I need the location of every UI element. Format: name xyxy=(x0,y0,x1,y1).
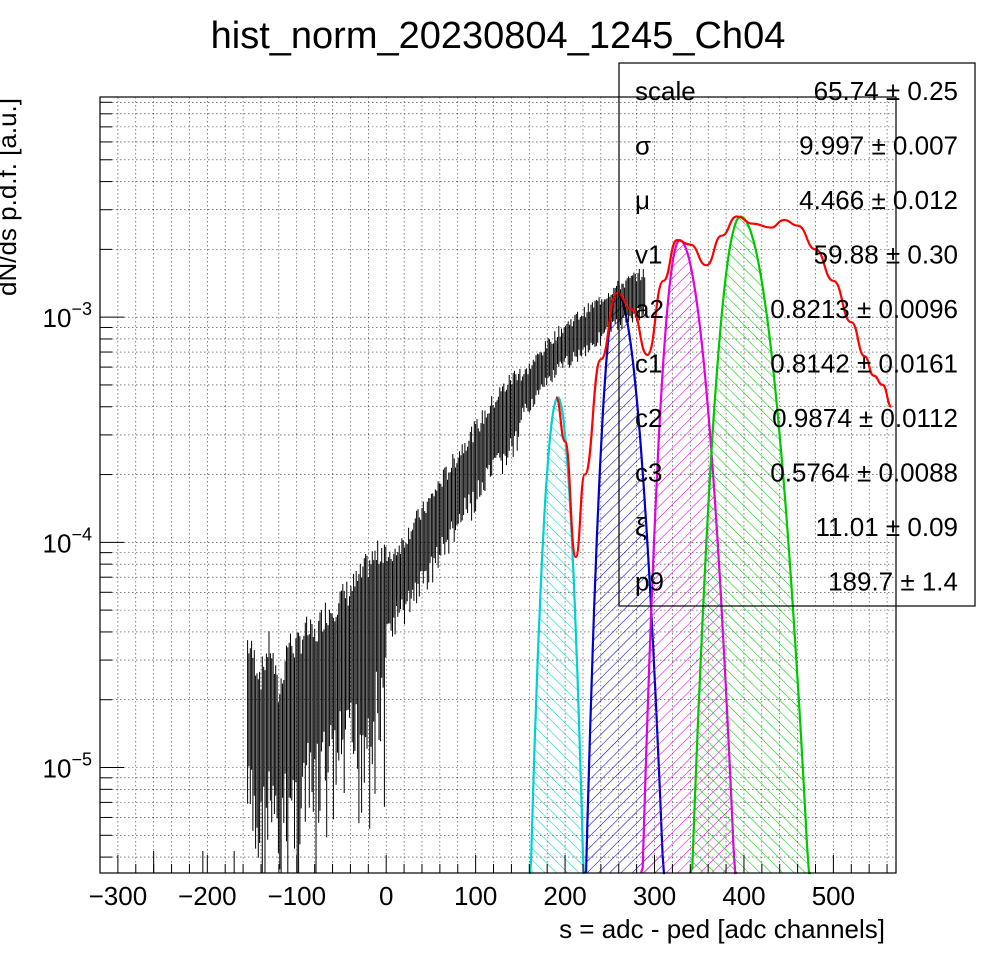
stat-value: 11.01 ± 0.09 xyxy=(816,512,958,542)
total-fit-curve xyxy=(555,215,893,559)
y-tick-label: 10−3 xyxy=(43,299,92,333)
stat-value: 189.7 ± 1.4 xyxy=(828,567,958,597)
stat-value: 9.997 ± 0.007 xyxy=(799,131,958,161)
y-tick-mantissa: 10 xyxy=(43,754,72,784)
component-fill-c4 xyxy=(690,216,811,873)
x-tick-label: 0 xyxy=(379,881,393,911)
stat-name: ξ xyxy=(635,512,647,542)
x-tick-label: −200 xyxy=(178,881,237,911)
y-tick-exponent: −5 xyxy=(71,750,92,770)
x-tick-label: −300 xyxy=(89,881,148,911)
stat-value: 0.9874 ± 0.0112 xyxy=(772,403,958,433)
stat-name: c3 xyxy=(635,458,662,488)
stat-name: v1 xyxy=(635,240,662,270)
stat-value: 0.5764 ± 0.0088 xyxy=(770,458,958,488)
stat-name: scale xyxy=(635,76,696,106)
plot-frame xyxy=(99,96,897,874)
component-curve-c4 xyxy=(689,215,811,875)
x-tick-label: 500 xyxy=(812,881,855,911)
y-tick-label: 10−4 xyxy=(43,524,92,558)
stats-box: scale 65.74 ± 0.25 σ 9.997 ± 0.007 μ 4.466 ± … xyxy=(618,62,976,607)
stat-value: 65.74 ± 0.25 xyxy=(814,76,958,106)
y-axis-title: dN/ds p.d.f. [a.u.] xyxy=(0,98,22,296)
x-tick-label: −100 xyxy=(267,881,326,911)
stat-value: 0.8213 ± 0.0096 xyxy=(770,294,958,324)
stat-name: a2 xyxy=(635,294,664,324)
x-tick-label: 400 xyxy=(722,881,765,911)
fit-components xyxy=(529,215,811,875)
histogram-bins xyxy=(247,269,646,873)
chart-title: hist_norm_20230804_1245_Ch04 xyxy=(211,15,786,57)
stats-box-frame xyxy=(618,62,976,607)
component-fill-c1 xyxy=(529,397,585,873)
x-axis-title: s = adc - ped [adc channels] xyxy=(559,914,885,944)
stat-name: c2 xyxy=(635,403,662,433)
stat-name: μ xyxy=(635,185,650,215)
stat-name: p9 xyxy=(635,567,664,597)
x-tick-label: 200 xyxy=(543,881,586,911)
component-fill-c2 xyxy=(584,293,666,873)
y-tick-mantissa: 10 xyxy=(43,528,72,558)
stat-value: 0.8142 ± 0.0161 xyxy=(770,349,958,379)
y-tick-exponent: −3 xyxy=(71,299,92,319)
histogram xyxy=(99,269,646,873)
stat-name: c1 xyxy=(635,349,662,379)
y-tick-mantissa: 10 xyxy=(43,303,72,333)
y-tick-label: 10−5 xyxy=(43,750,92,784)
y-tick-exponent: −4 xyxy=(71,524,92,544)
x-tick-label: 100 xyxy=(454,881,497,911)
x-tick-label: 300 xyxy=(633,881,676,911)
total-fit xyxy=(555,215,893,559)
stat-name: σ xyxy=(635,131,651,161)
stat-value: 59.88 ± 0.30 xyxy=(814,240,958,270)
stat-value: 4.466 ± 0.012 xyxy=(799,185,958,215)
